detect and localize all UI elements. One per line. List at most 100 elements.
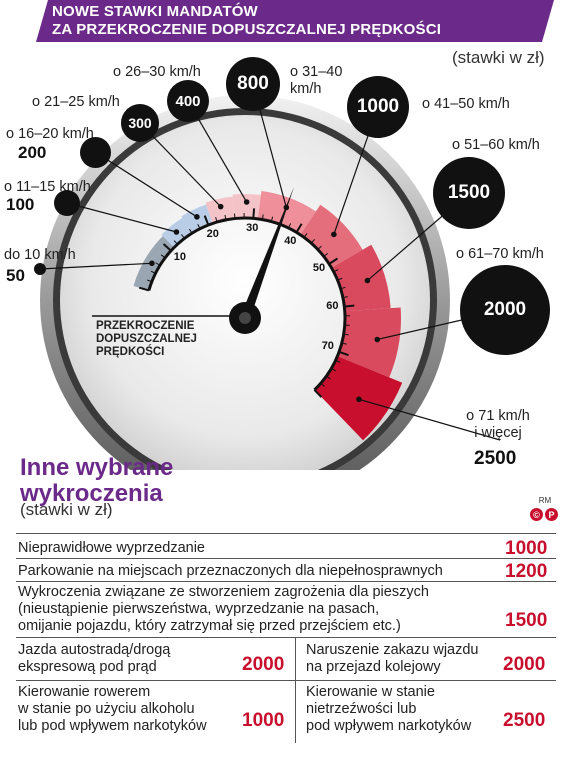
gauge-tick <box>181 234 185 239</box>
leader-dot <box>217 203 224 210</box>
leader-line <box>139 122 222 208</box>
fine-range-1: o 11–15 km/h <box>4 179 91 195</box>
fine-range-8: o 61–70 km/h <box>456 246 544 262</box>
fine-range-9: o 71 km/h i więcej <box>462 408 534 442</box>
gauge-tick <box>326 375 331 380</box>
title-banner <box>36 0 554 42</box>
table-rule <box>16 637 556 638</box>
gauge-tick <box>342 296 348 299</box>
gauge-tick <box>252 208 256 219</box>
copyright-icon: © <box>530 508 543 521</box>
gauge-tick <box>224 214 227 220</box>
leader-dot <box>331 231 337 238</box>
copyright-mark-c: © <box>533 509 540 520</box>
gauge-scale-arc <box>147 216 347 392</box>
copyright-mark-p: P <box>548 509 555 520</box>
gauge-tick <box>197 224 201 229</box>
tick-label: 20 <box>206 228 219 241</box>
gauge-tick <box>150 270 156 274</box>
section-title-line-2: wykroczenia <box>20 480 163 507</box>
offence-text-2-line-2: (nieustąpienie pierwszeństwa, wyprzedzan… <box>18 601 380 617</box>
gauge-tick <box>303 233 308 238</box>
fine-circle-6: 1000 <box>347 76 409 138</box>
copyright: RM <box>529 496 561 505</box>
fine-amount-0: 50 <box>6 266 25 285</box>
gauge-tick <box>295 223 303 233</box>
table-divider <box>295 637 296 743</box>
tick-label: 10 <box>173 250 186 263</box>
offence-grid-text-3-line-3: pod wpływem narkotyków <box>306 718 472 734</box>
gauge-label-line-2: DOPUSZCZALNEJ <box>96 333 197 345</box>
offence-grid-text-2: Kierowanie rowerem w stanie po użyciu al… <box>18 684 207 735</box>
offence-grid-amount-1: 2000 <box>503 654 546 675</box>
offence-text-2-line-3: omijanie pojazdu, który zatrzymał się pr… <box>18 618 401 634</box>
leader-dot <box>243 199 250 205</box>
gauge-tick <box>160 254 166 259</box>
gauge-tick <box>343 333 349 336</box>
gauge-tick <box>313 389 323 398</box>
table-rule <box>16 581 556 582</box>
gauge-tick <box>340 286 346 290</box>
fine-range-7: o 51–60 km/h <box>452 137 540 153</box>
gauge-label-line-1: PRZEKROCZENIE <box>96 320 195 332</box>
gauge-tick <box>333 269 339 273</box>
band-26-30 <box>232 194 261 219</box>
leader-line <box>94 151 198 218</box>
fine-range-5-line-1: o 31–40 <box>290 64 343 80</box>
offence-grid-text-3-line-2: nietrzeźwości lub <box>306 701 417 717</box>
rates-note: (stawki w zł) <box>452 48 545 67</box>
fine-dot-2 <box>80 137 111 168</box>
gauge-tick <box>338 350 349 357</box>
gauge-tick <box>203 215 210 226</box>
fine-range-3: o 21–25 km/h <box>32 94 120 110</box>
table-rule <box>16 680 556 681</box>
section-rates-note: (stawki w zł) <box>20 500 113 519</box>
offence-text-1: Parkowanie na miejscach przeznaczonych d… <box>18 563 443 579</box>
speedometer-gauge <box>39 83 506 470</box>
band-41-50 <box>300 204 363 268</box>
fine-circle-7: 1500 <box>433 157 505 229</box>
leader-line <box>358 398 501 441</box>
offence-grid-text-0: Jazda autostradą/drogą ekspresową pod pr… <box>18 642 170 676</box>
section-title-line-1: Inne wybrane <box>20 454 174 481</box>
needle-hub-cap <box>239 312 251 324</box>
fine-range-5: o 31–40 km/h <box>290 64 342 98</box>
band-61-70 <box>337 307 401 378</box>
tick-label: 30 <box>246 222 259 235</box>
gauge-label-line-3: PRĘDKOŚCI <box>96 346 165 358</box>
section-title: Inne wybrane wykroczenia <box>20 455 173 507</box>
fine-range-0: do 10 km/h <box>4 247 76 263</box>
gauge-tick <box>162 243 172 252</box>
copyright-text: RM <box>538 496 552 505</box>
offence-grid-amount-2: 1000 <box>242 710 285 731</box>
offence-amount-2: 1500 <box>505 610 548 631</box>
tick-label: 60 <box>326 300 339 313</box>
gauge-tick <box>331 367 336 372</box>
fine-range-9-line-2: i więcej <box>474 425 522 441</box>
fine-amount-7: 1500 <box>447 182 491 203</box>
band-21-25 <box>205 196 235 224</box>
gauge-tick <box>341 342 347 345</box>
fine-range-6: o 41–50 km/h <box>422 96 510 112</box>
gauge-tick <box>337 277 343 281</box>
gauge-tick <box>233 213 236 219</box>
gauge-tick <box>317 245 322 250</box>
offence-grid-text-3: Kierowanie w stanie nietrzeźwości lub po… <box>306 684 471 735</box>
offence-grid-text-3-line-1: Kierowanie w stanie <box>306 684 435 700</box>
gauge-tick <box>261 214 264 220</box>
gauge-tick <box>310 239 315 244</box>
fine-amount-6: 1000 <box>356 96 400 117</box>
fine-amount-3: 300 <box>128 115 152 131</box>
band-51-60 <box>331 244 391 312</box>
fine-amount-1: 100 <box>6 195 35 214</box>
fine-amount-8: 2000 <box>483 299 527 320</box>
gauge-tick <box>320 382 325 387</box>
leader-dot <box>364 277 371 284</box>
gauge-tick <box>335 359 341 363</box>
offence-grid-text-0-line-2: ekspresową pod prąd <box>18 659 157 675</box>
offence-text-2-line-1: Wykroczenia związane ze stworzeniem zagr… <box>18 584 429 600</box>
tick-label: 40 <box>284 234 297 247</box>
gauge-tick <box>328 257 339 265</box>
page-title-line-1: NOWE STAWKI MANDATÓW <box>52 3 258 20</box>
offence-text-2: Wykroczenia związane ze stworzeniem zagr… <box>18 584 429 635</box>
